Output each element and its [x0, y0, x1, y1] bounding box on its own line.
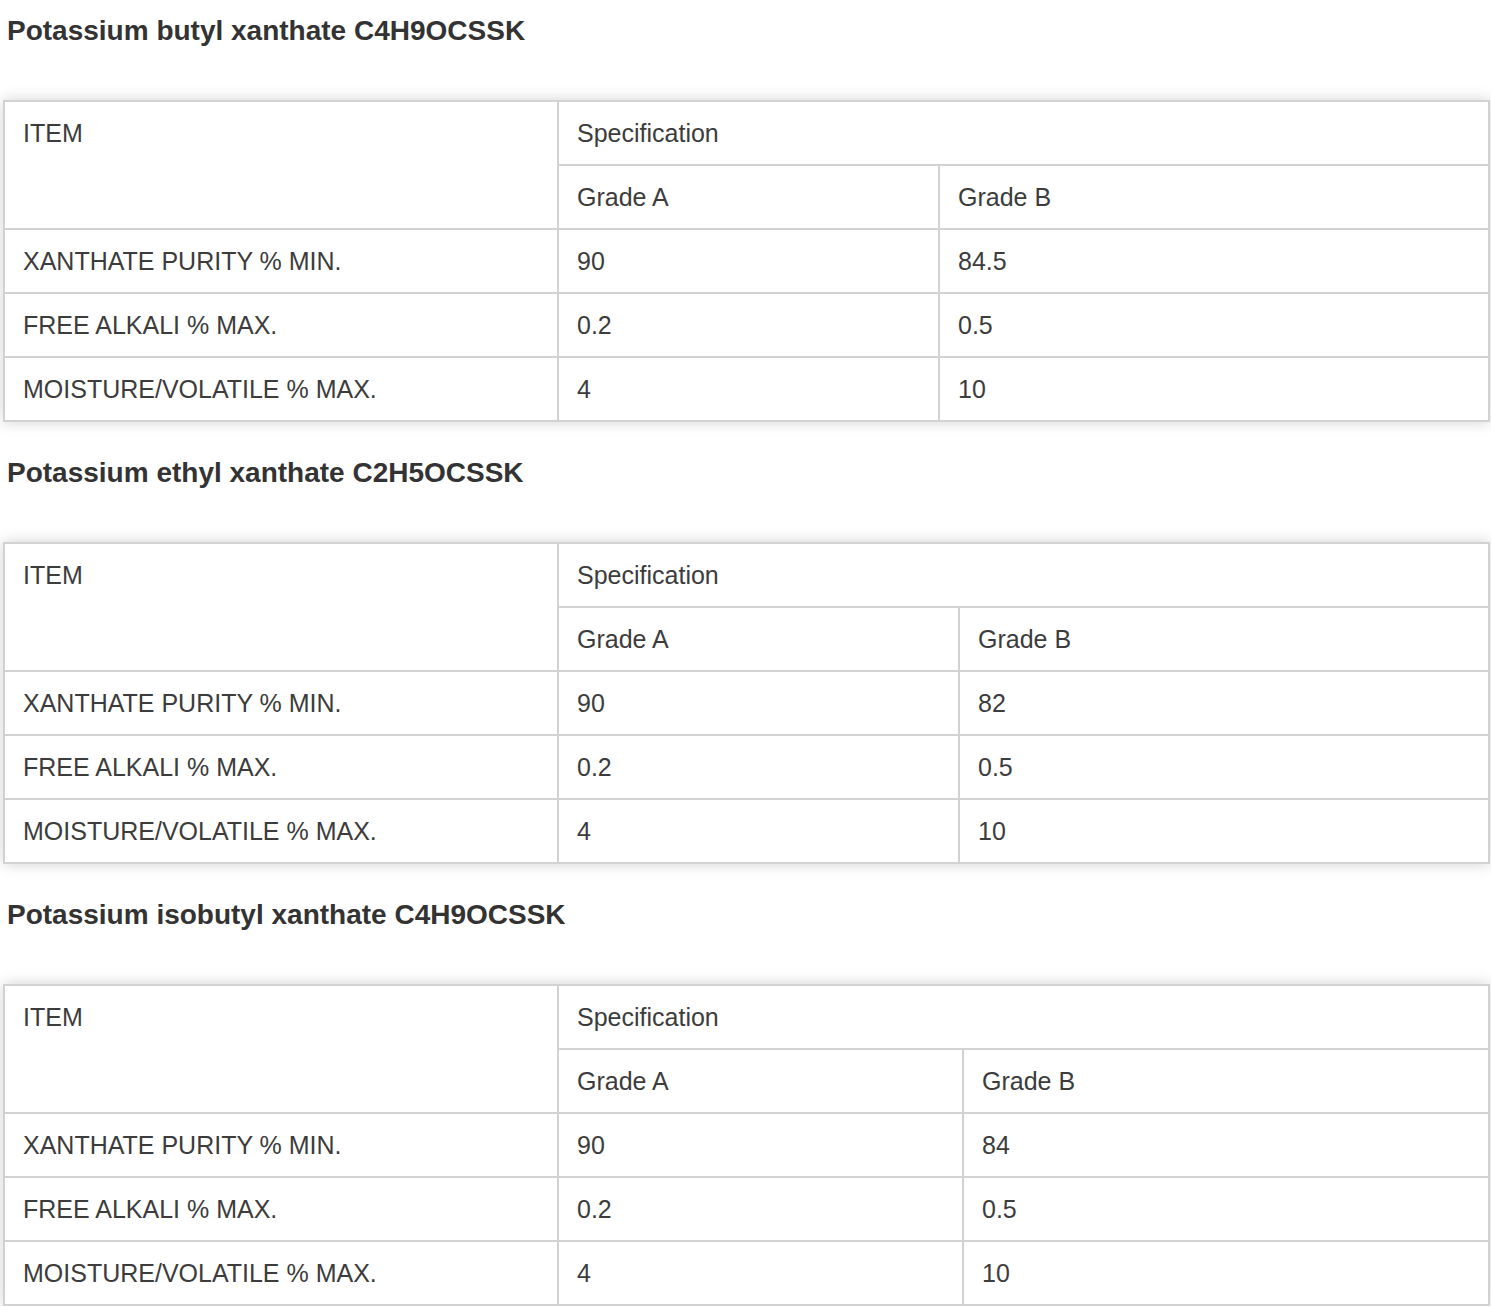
table-row: MOISTURE/VOLATILE % MAX. 4 10 [4, 799, 1489, 863]
specification-header-cell: Specification [558, 985, 1489, 1049]
grade-a-value-cell: 90 [558, 1113, 963, 1177]
header-row: ITEM Specification [4, 985, 1489, 1049]
grade-a-value-cell: 0.2 [558, 1177, 963, 1241]
grade-a-value-cell: 90 [558, 671, 959, 735]
spec-table: ITEM Specification Grade A Grade B XANTH… [3, 984, 1490, 1306]
grade-b-header-cell: Grade B [939, 165, 1489, 229]
grade-a-header-cell: Grade A [558, 1049, 963, 1113]
grade-b-value-cell: 0.5 [959, 735, 1489, 799]
grade-a-value-cell: 0.2 [558, 735, 959, 799]
table-row: MOISTURE/VOLATILE % MAX. 4 10 [4, 357, 1489, 421]
product-heading: Potassium butyl xanthate C4H9OCSSK [7, 16, 1491, 46]
grade-a-value-cell: 90 [558, 229, 939, 293]
product-heading: Potassium ethyl xanthate C2H5OCSSK [7, 458, 1491, 488]
item-cell: FREE ALKALI % MAX. [4, 293, 558, 357]
table-row: FREE ALKALI % MAX. 0.2 0.5 [4, 293, 1489, 357]
grade-b-header-cell: Grade B [963, 1049, 1489, 1113]
table-row: XANTHATE PURITY % MIN. 90 82 [4, 671, 1489, 735]
grade-b-value-cell: 10 [959, 799, 1489, 863]
item-cell: XANTHATE PURITY % MIN. [4, 1113, 558, 1177]
table-row: XANTHATE PURITY % MIN. 90 84 [4, 1113, 1489, 1177]
page: Potassium butyl xanthate C4H9OCSSK ITEM … [0, 0, 1491, 1306]
grade-b-header-cell: Grade B [959, 607, 1489, 671]
header-row: ITEM Specification [4, 543, 1489, 607]
grade-a-value-cell: 4 [558, 799, 959, 863]
grade-a-header-cell: Grade A [558, 165, 939, 229]
spec-table: ITEM Specification Grade A Grade B XANTH… [3, 542, 1490, 864]
grade-a-value-cell: 4 [558, 357, 939, 421]
grade-b-value-cell: 84.5 [939, 229, 1489, 293]
grade-b-value-cell: 84 [963, 1113, 1489, 1177]
item-cell: MOISTURE/VOLATILE % MAX. [4, 799, 558, 863]
grade-a-header-cell: Grade A [558, 607, 959, 671]
grade-a-value-cell: 0.2 [558, 293, 939, 357]
item-cell: FREE ALKALI % MAX. [4, 1177, 558, 1241]
product-section: Potassium ethyl xanthate C2H5OCSSK ITEM … [0, 458, 1491, 864]
item-header-cell: ITEM [4, 985, 558, 1113]
item-cell: XANTHATE PURITY % MIN. [4, 229, 558, 293]
table-row: FREE ALKALI % MAX. 0.2 0.5 [4, 735, 1489, 799]
product-section: Potassium butyl xanthate C4H9OCSSK ITEM … [0, 16, 1491, 422]
table-row: MOISTURE/VOLATILE % MAX. 4 10 [4, 1241, 1489, 1305]
item-cell: FREE ALKALI % MAX. [4, 735, 558, 799]
item-cell: XANTHATE PURITY % MIN. [4, 671, 558, 735]
table-row: XANTHATE PURITY % MIN. 90 84.5 [4, 229, 1489, 293]
grade-a-value-cell: 4 [558, 1241, 963, 1305]
header-row: ITEM Specification [4, 101, 1489, 165]
spec-table: ITEM Specification Grade A Grade B XANTH… [3, 100, 1490, 422]
grade-b-value-cell: 10 [963, 1241, 1489, 1305]
specification-header-cell: Specification [558, 101, 1489, 165]
item-cell: MOISTURE/VOLATILE % MAX. [4, 1241, 558, 1305]
item-header-cell: ITEM [4, 101, 558, 229]
grade-b-value-cell: 10 [939, 357, 1489, 421]
item-header-cell: ITEM [4, 543, 558, 671]
grade-b-value-cell: 0.5 [963, 1177, 1489, 1241]
product-section: Potassium isobutyl xanthate C4H9OCSSK IT… [0, 900, 1491, 1306]
table-row: FREE ALKALI % MAX. 0.2 0.5 [4, 1177, 1489, 1241]
grade-b-value-cell: 0.5 [939, 293, 1489, 357]
grade-b-value-cell: 82 [959, 671, 1489, 735]
item-cell: MOISTURE/VOLATILE % MAX. [4, 357, 558, 421]
specification-header-cell: Specification [558, 543, 1489, 607]
product-heading: Potassium isobutyl xanthate C4H9OCSSK [7, 900, 1491, 930]
